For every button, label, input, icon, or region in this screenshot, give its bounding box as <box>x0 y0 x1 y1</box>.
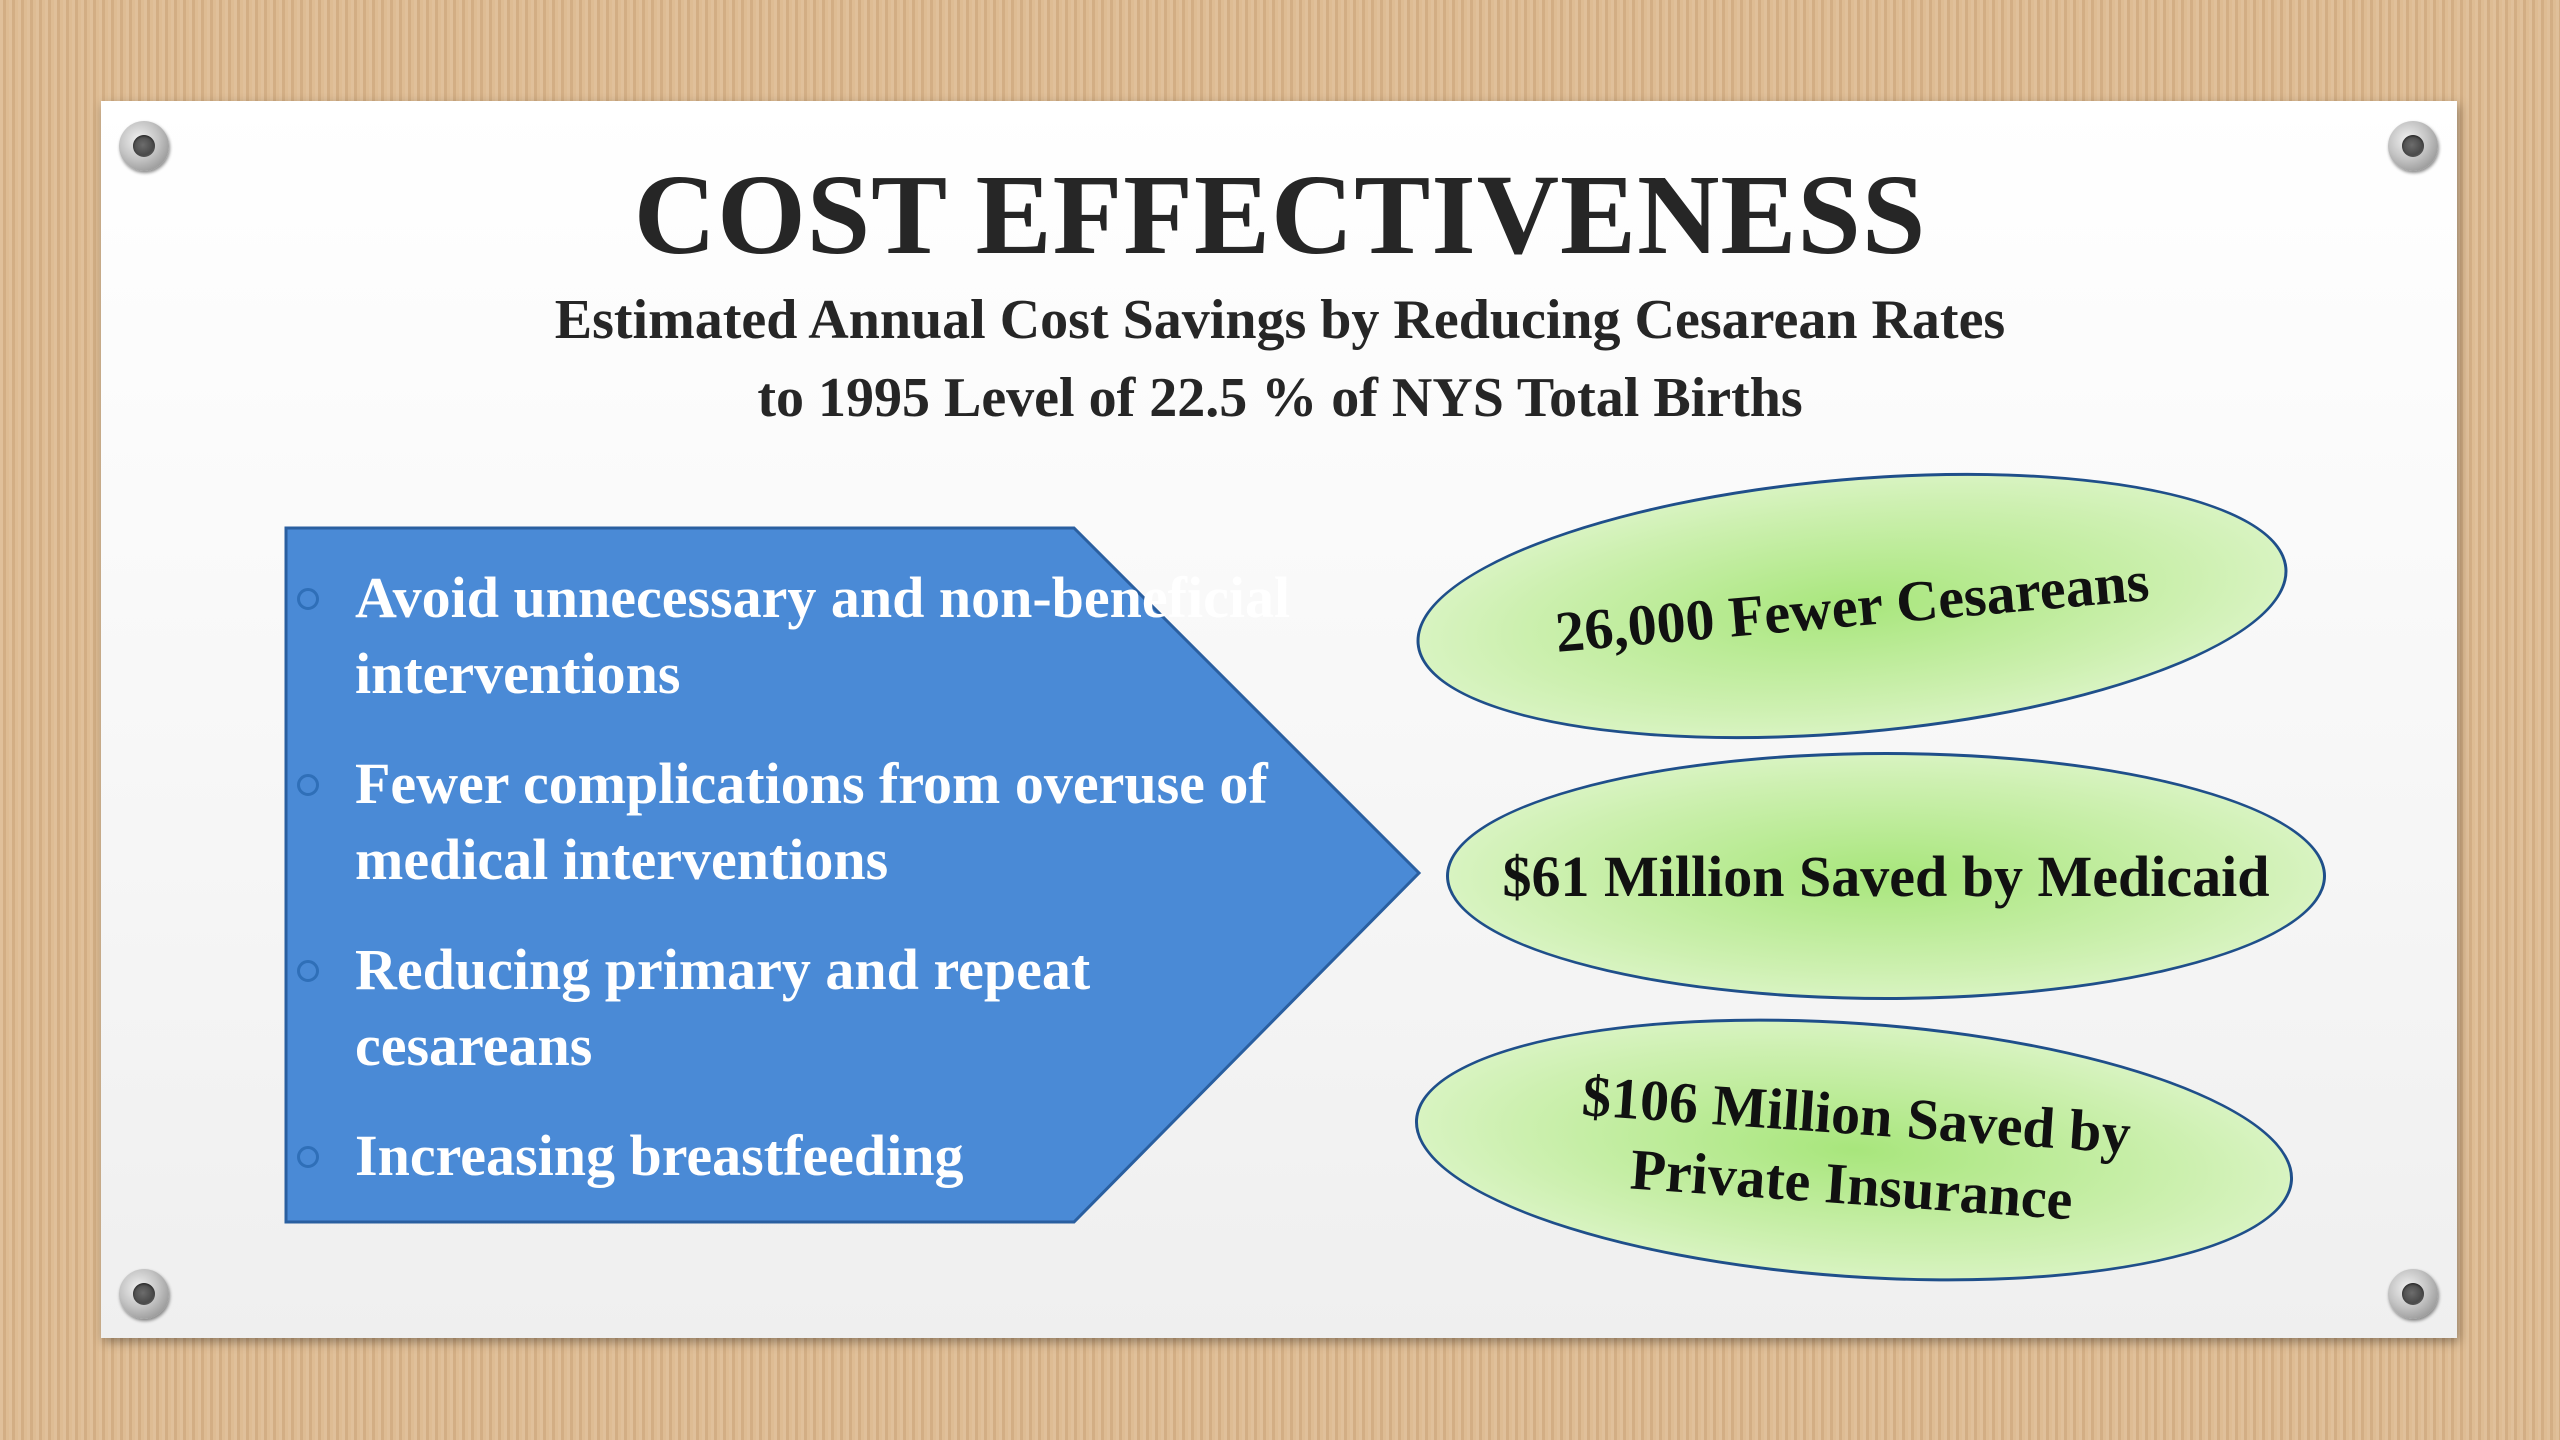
page-title: COST EFFECTIVENESS <box>633 151 1927 278</box>
screw-icon-bottom-right <box>2388 1269 2438 1319</box>
bullet-text: Reducing primary and repeat cesareans <box>355 937 1091 1078</box>
bullet-item: Avoid unnecessary and non-beneficial int… <box>295 560 1295 712</box>
bullet-circle-icon <box>297 588 319 610</box>
ellipse-text: $61 Million Saved by Medicaid <box>1502 843 2270 909</box>
bullet-list: Avoid unnecessary and non-beneficial int… <box>295 560 1295 1228</box>
medicaid-savings-ellipse: $61 Million Saved by Medicaid <box>1446 752 2326 1000</box>
bullet-circle-icon <box>297 960 319 982</box>
bullet-item: Reducing primary and repeat cesareans <box>295 932 1295 1084</box>
bullet-text: Increasing breastfeeding <box>355 1123 964 1188</box>
screw-icon-top-left <box>119 121 169 171</box>
bullet-item: Fewer complications from overuse of medi… <box>295 746 1295 898</box>
screw-icon-bottom-left <box>119 1269 169 1319</box>
bullet-circle-icon <box>297 774 319 796</box>
screw-icon-top-right <box>2388 121 2438 171</box>
subtitle-line-2: to 1995 Level of 22.5 % of NYS Total Bir… <box>757 367 1803 429</box>
bullet-circle-icon <box>297 1146 319 1168</box>
bullet-text: Fewer complications from overuse of medi… <box>355 751 1268 892</box>
ellipse-text: $106 Million Saved by Private Insurance <box>1575 1061 2133 1239</box>
bullet-item: Increasing breastfeeding <box>295 1118 1295 1194</box>
bullet-text: Avoid unnecessary and non-beneficial int… <box>355 565 1291 706</box>
ellipse-text: 26,000 Fewer Cesareans <box>1552 547 2152 665</box>
subtitle-line-1: Estimated Annual Cost Savings by Reducin… <box>554 289 2006 351</box>
